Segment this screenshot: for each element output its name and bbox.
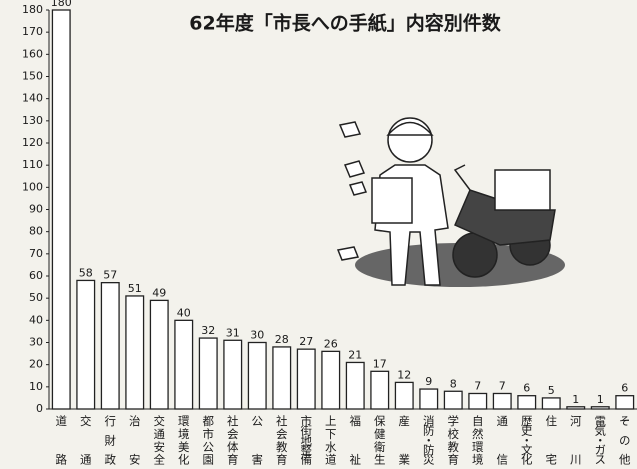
x-tick-label: 社会体育 [226, 414, 240, 466]
value-label: 1 [572, 393, 579, 406]
value-label: 6 [523, 382, 530, 395]
value-label: 8 [450, 377, 457, 390]
bar [419, 388, 439, 410]
value-label: 180 [51, 0, 72, 9]
value-label: 30 [250, 329, 264, 342]
value-label: 32 [201, 324, 215, 337]
bar [174, 319, 194, 410]
y-tick-label: 80 [29, 225, 43, 238]
value-label: 9 [425, 375, 432, 388]
y-tick-label: 50 [29, 291, 43, 304]
bar [51, 9, 71, 410]
y-tick-label: 130 [22, 114, 43, 127]
bar [443, 390, 463, 410]
x-tick-label: 行財政 [103, 415, 117, 466]
y-tick-label: 160 [22, 47, 43, 60]
x-tick-label: 市街地整備 [299, 414, 313, 466]
value-label: 6 [621, 382, 628, 395]
bar [394, 381, 414, 410]
value-label: 28 [275, 333, 289, 346]
y-tick-label: 60 [29, 269, 43, 282]
bar [198, 337, 218, 410]
illustration [336, 117, 565, 287]
bar [566, 406, 586, 410]
value-label: 7 [474, 379, 481, 392]
value-label: 7 [499, 379, 506, 392]
y-tick-label: 120 [22, 136, 43, 149]
y-tick-label: 0 [36, 402, 43, 415]
x-tick-label: 都市公園 [201, 415, 215, 466]
x-tick-label: その他 [618, 415, 632, 465]
bar [296, 348, 316, 410]
bar [76, 279, 96, 410]
bar [247, 341, 267, 410]
y-tick-label: 70 [29, 247, 43, 260]
value-label: 26 [324, 337, 338, 350]
bar [100, 281, 120, 410]
x-tick-label: 消防・防災 [422, 414, 436, 465]
x-tick-label: 上下水道 [324, 415, 338, 465]
value-label: 58 [79, 266, 93, 279]
y-tick-label: 40 [29, 313, 43, 326]
value-label: 27 [299, 335, 313, 348]
bar [615, 395, 635, 410]
value-label: 31 [226, 326, 240, 339]
x-tick-label: 歴史・文化 [520, 415, 534, 466]
bar [223, 339, 243, 410]
y-tick-label: 150 [22, 70, 43, 83]
y-tick-label: 20 [29, 358, 43, 371]
x-tick-label: 社会教育 [275, 414, 289, 466]
bar [517, 395, 537, 410]
bar [321, 350, 341, 410]
value-label: 57 [103, 269, 117, 282]
y-tick-label: 110 [22, 158, 43, 171]
chart-title: 62年度「市長への手紙」内容別件数 [189, 12, 501, 35]
bar [345, 361, 365, 410]
value-label: 1 [597, 393, 604, 406]
x-tick-label: 自然環境 [471, 415, 485, 465]
y-tick-label: 140 [22, 92, 43, 105]
bar [149, 299, 169, 410]
y-tick-label: 90 [29, 203, 43, 216]
value-label: 40 [177, 306, 191, 319]
value-label: 5 [548, 384, 555, 397]
value-label: 21 [348, 348, 362, 361]
y-tick-label: 100 [22, 180, 43, 193]
y-tick-label: 10 [29, 380, 43, 393]
bar [125, 295, 145, 410]
x-tick-label: 学校教育 [446, 414, 460, 466]
bar [272, 346, 292, 410]
bar [492, 392, 512, 410]
x-tick-label: 環境美化 [177, 415, 191, 466]
value-label: 17 [373, 357, 387, 370]
bar [541, 397, 561, 410]
bar [370, 370, 390, 410]
y-tick-label: 180 [22, 3, 43, 16]
y-tick-label: 170 [22, 25, 43, 38]
bar [468, 392, 488, 410]
value-label: 12 [397, 368, 411, 381]
value-label: 49 [152, 286, 166, 299]
bar [590, 406, 610, 410]
y-tick-label: 30 [29, 336, 43, 349]
value-label: 51 [128, 282, 142, 295]
x-tick-label: 電気・ガス [593, 415, 607, 465]
